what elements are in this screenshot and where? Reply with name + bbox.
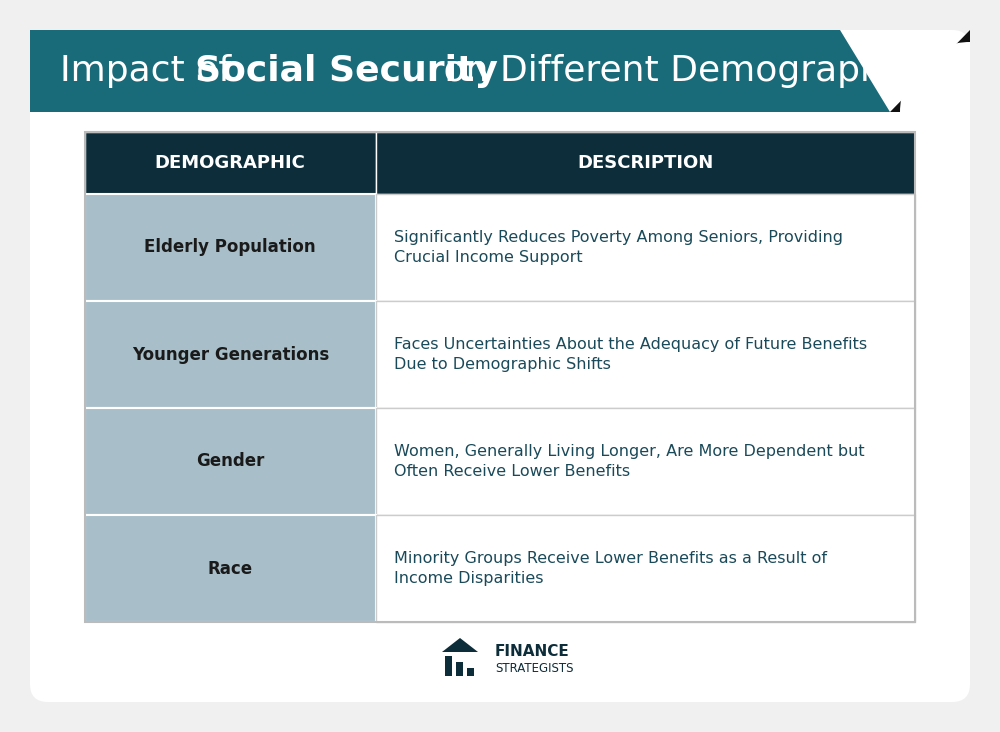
FancyBboxPatch shape bbox=[85, 194, 376, 301]
Bar bbox=[456, 662, 463, 676]
Wedge shape bbox=[900, 42, 970, 112]
Text: Impact of: Impact of bbox=[60, 54, 243, 88]
FancyBboxPatch shape bbox=[85, 408, 376, 515]
FancyBboxPatch shape bbox=[376, 515, 915, 622]
FancyBboxPatch shape bbox=[376, 301, 915, 408]
Polygon shape bbox=[442, 638, 478, 652]
Text: Significantly Reduces Poverty Among Seniors, Providing
Crucial Income Support: Significantly Reduces Poverty Among Seni… bbox=[394, 230, 842, 265]
Text: Gender: Gender bbox=[196, 452, 264, 471]
Text: DESCRIPTION: DESCRIPTION bbox=[577, 154, 713, 172]
FancyBboxPatch shape bbox=[376, 194, 915, 301]
Polygon shape bbox=[890, 30, 970, 112]
Text: DEMOGRAPHIC: DEMOGRAPHIC bbox=[155, 154, 306, 172]
Polygon shape bbox=[30, 30, 890, 112]
Text: Social Security: Social Security bbox=[195, 54, 498, 88]
Text: STRATEGISTS: STRATEGISTS bbox=[495, 662, 574, 674]
Text: Faces Uncertainties About the Adequacy of Future Benefits
Due to Demographic Shi: Faces Uncertainties About the Adequacy o… bbox=[394, 337, 867, 372]
Text: Younger Generations: Younger Generations bbox=[132, 346, 329, 364]
FancyBboxPatch shape bbox=[85, 132, 376, 194]
Text: Elderly Population: Elderly Population bbox=[144, 239, 316, 256]
Text: Race: Race bbox=[208, 559, 253, 578]
Text: on Different Demographics: on Different Demographics bbox=[432, 54, 932, 88]
Text: Minority Groups Receive Lower Benefits as a Result of
Income Disparities: Minority Groups Receive Lower Benefits a… bbox=[394, 551, 826, 586]
FancyBboxPatch shape bbox=[376, 132, 915, 194]
Bar bbox=[467, 668, 474, 676]
FancyBboxPatch shape bbox=[376, 408, 915, 515]
Text: Women, Generally Living Longer, Are More Dependent but
Often Receive Lower Benef: Women, Generally Living Longer, Are More… bbox=[394, 444, 864, 479]
Bar bbox=[445, 656, 452, 676]
Text: FINANCE: FINANCE bbox=[495, 644, 570, 660]
FancyBboxPatch shape bbox=[30, 30, 970, 702]
FancyBboxPatch shape bbox=[85, 515, 376, 622]
FancyBboxPatch shape bbox=[85, 301, 376, 408]
